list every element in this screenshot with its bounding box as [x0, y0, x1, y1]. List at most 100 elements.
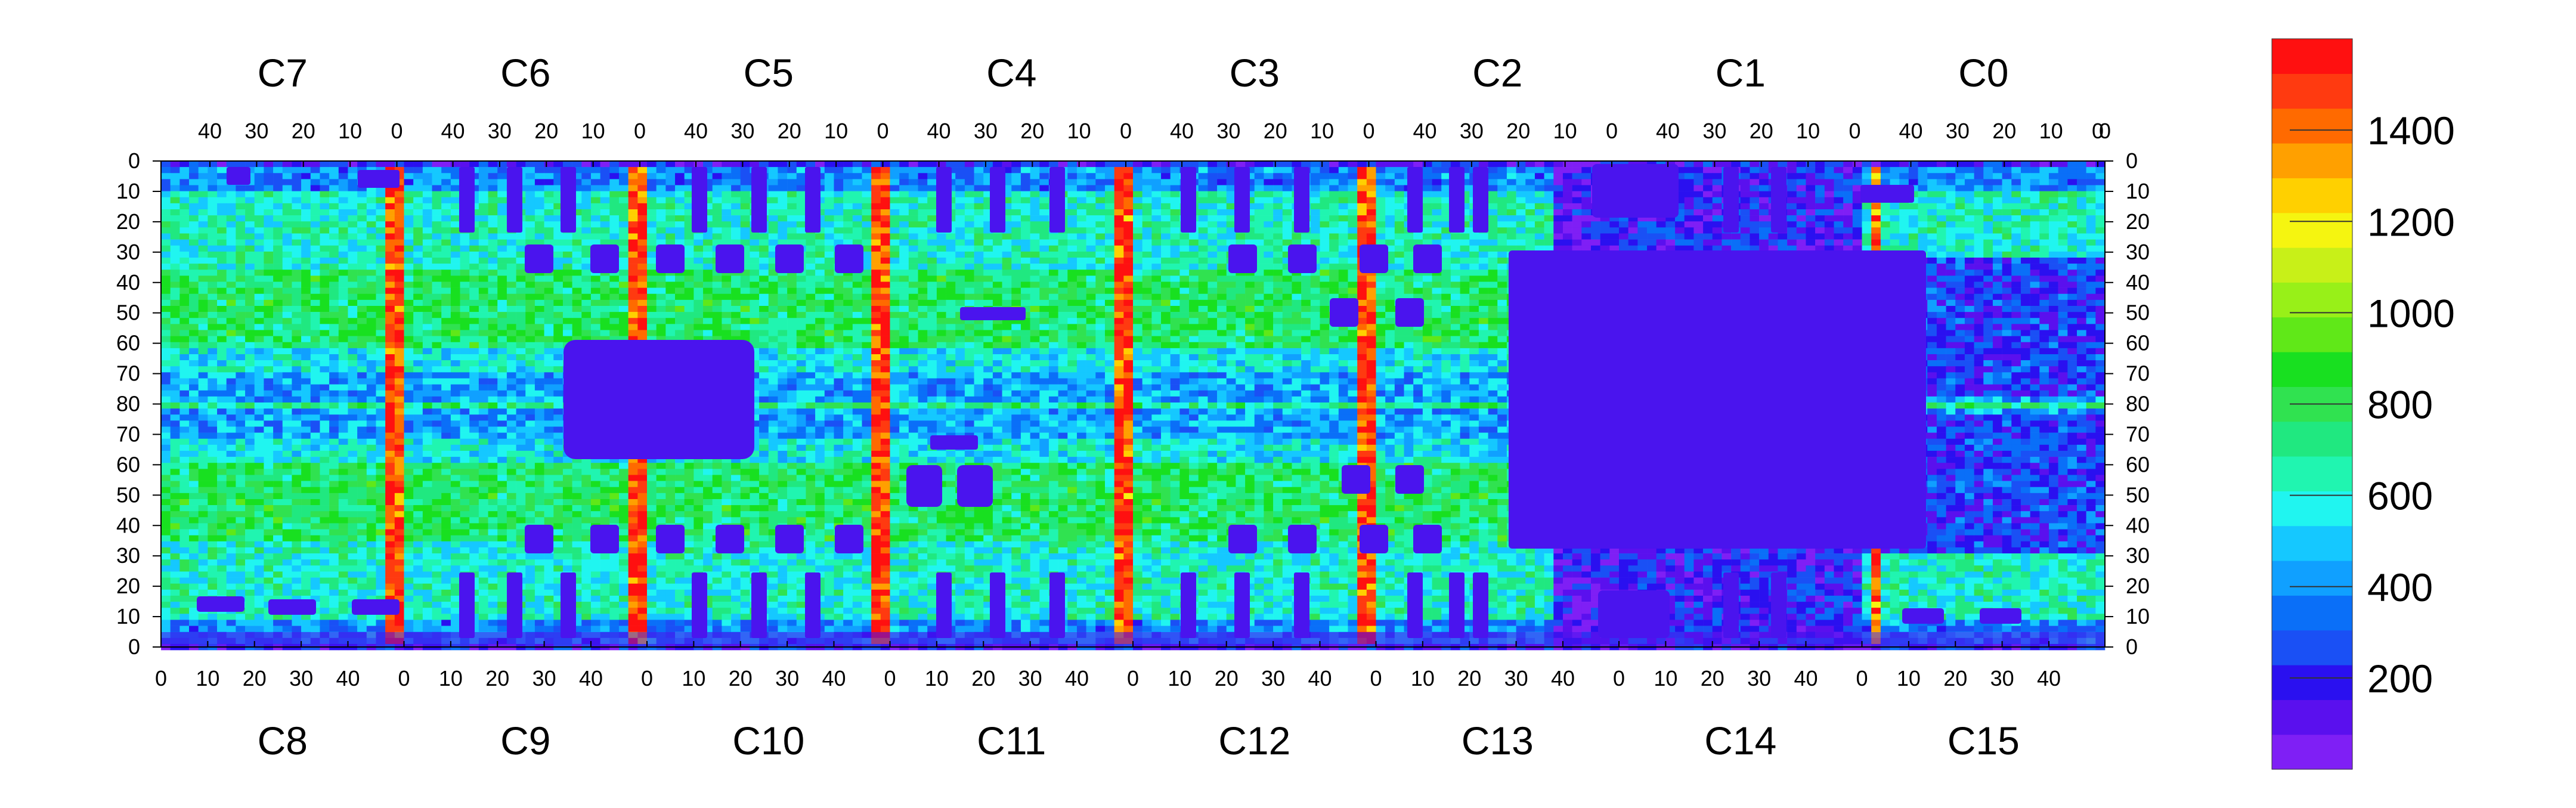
- x-tick-top: 10: [824, 119, 848, 143]
- x-tick-bottom: 0: [398, 666, 410, 691]
- x-tick-bottom: 40: [1065, 666, 1089, 691]
- colorbar-tick-label: 1200: [2367, 200, 2455, 244]
- masked-region: [775, 244, 804, 273]
- x-tick-top: 20: [1264, 119, 1287, 143]
- x-tick-bottom: 10: [1411, 666, 1435, 691]
- colorbar-segment: [2272, 422, 2352, 457]
- masked-region: [459, 572, 475, 638]
- x-tick-bottom: 40: [1794, 666, 1818, 691]
- masked-region: [525, 244, 553, 273]
- masked-region: [1395, 298, 1424, 327]
- x-tick-top: 0: [1120, 119, 1132, 143]
- y-tick-left: 70: [116, 361, 140, 386]
- masked-region: [1413, 525, 1442, 553]
- masked-region: [507, 572, 522, 638]
- x-tick-bottom: 10: [925, 666, 949, 691]
- masked-region: [1288, 525, 1317, 553]
- masked-region: [459, 167, 475, 233]
- x-tick-bottom: 20: [243, 666, 267, 691]
- masked-region: [590, 525, 619, 553]
- x-tick-bottom: 30: [1018, 666, 1042, 691]
- x-tick-top: 20: [292, 119, 315, 143]
- masked-region: [352, 599, 400, 615]
- masked-region: [1234, 167, 1250, 233]
- x-tick-top: 20: [1020, 119, 1044, 143]
- y-tick-right: 40: [2126, 270, 2150, 295]
- colorbar-segment: [2272, 456, 2352, 491]
- y-tick-left: 20: [116, 574, 140, 598]
- y-tick-left: 10: [116, 604, 140, 629]
- x-tick-bottom: 30: [532, 666, 556, 691]
- colorbar-tick-label: 600: [2367, 474, 2433, 518]
- colorbar-segment: [2272, 317, 2352, 352]
- x-tick-top: 40: [1170, 119, 1194, 143]
- x-tick-top: 40: [198, 119, 222, 143]
- masked-region: [1723, 572, 1739, 638]
- y-tick-left: 0: [128, 148, 140, 173]
- y-tick-left: 20: [116, 209, 140, 234]
- colorbar-segment: [2272, 491, 2352, 526]
- y-tick-left: 0: [128, 634, 140, 659]
- chip-label-bottom: C9: [500, 719, 550, 763]
- x-tick-bottom: 40: [579, 666, 603, 691]
- masked-region: [507, 167, 522, 233]
- masked-region: [692, 167, 707, 233]
- x-tick-top: 40: [927, 119, 951, 143]
- colorbar-segment: [2272, 735, 2352, 770]
- colorbar-segment: [2272, 630, 2352, 665]
- colorbar-tick-label: 1000: [2367, 291, 2455, 335]
- colorbar-tick-label: 800: [2367, 383, 2433, 427]
- y-tick-left: 70: [116, 422, 140, 446]
- x-tick-top: 40: [1413, 119, 1437, 143]
- x-tick-bottom: 0: [641, 666, 653, 691]
- masked-region: [1980, 608, 2021, 624]
- x-tick-top: 30: [1702, 119, 1726, 143]
- masked-region: [197, 596, 244, 612]
- masked-region: [1342, 465, 1370, 494]
- y-tick-right: 10: [2126, 179, 2150, 203]
- y-tick-left: 40: [116, 513, 140, 537]
- y-tick-right: 70: [2126, 422, 2150, 446]
- masked-region: [1598, 590, 1670, 638]
- x-tick-top: 10: [338, 119, 362, 143]
- masked-region: [358, 170, 400, 188]
- chip-label-top: C0: [1958, 51, 2008, 95]
- masked-region: [960, 307, 1026, 320]
- masked-region: [561, 572, 576, 638]
- masked-region: [1228, 525, 1257, 553]
- chip-label-bottom: C8: [258, 719, 308, 763]
- masked-region: [716, 244, 744, 273]
- y-tick-right: 30: [2126, 543, 2150, 568]
- x-tick-top: 40: [1899, 119, 1923, 143]
- y-tick-right: 80: [2126, 392, 2150, 416]
- chip-label-bottom: C10: [732, 719, 804, 763]
- masked-region: [1294, 167, 1309, 233]
- masked-region: [990, 167, 1005, 233]
- masked-region: [590, 244, 619, 273]
- y-tick-right: 0: [2126, 148, 2138, 173]
- x-tick-bottom: 0: [1613, 666, 1625, 691]
- x-tick-bottom: 20: [729, 666, 753, 691]
- y-tick-right: 40: [2126, 513, 2150, 537]
- colorbar-segment: [2272, 595, 2352, 630]
- x-tick-top: 0: [2099, 119, 2111, 143]
- masked-region: [805, 572, 821, 638]
- masked-region: [1049, 572, 1065, 638]
- masked-region: [1771, 167, 1787, 233]
- x-tick-bottom: 30: [1990, 666, 2014, 691]
- x-tick-bottom: 30: [775, 666, 799, 691]
- colorbar-tick-label: 1400: [2367, 109, 2455, 153]
- x-tick-bottom: 20: [1943, 666, 1967, 691]
- masked-region: [1449, 572, 1465, 638]
- masked-region: [1288, 244, 1317, 273]
- y-tick-right: 70: [2126, 361, 2150, 386]
- y-tick-right: 60: [2126, 331, 2150, 355]
- y-tick-left: 80: [116, 392, 140, 416]
- colorbar-segment: [2272, 39, 2352, 74]
- y-tick-left: 60: [116, 331, 140, 355]
- masked-region: [1330, 298, 1358, 327]
- x-tick-top: 40: [684, 119, 708, 143]
- chip-label-top: C1: [1716, 51, 1766, 95]
